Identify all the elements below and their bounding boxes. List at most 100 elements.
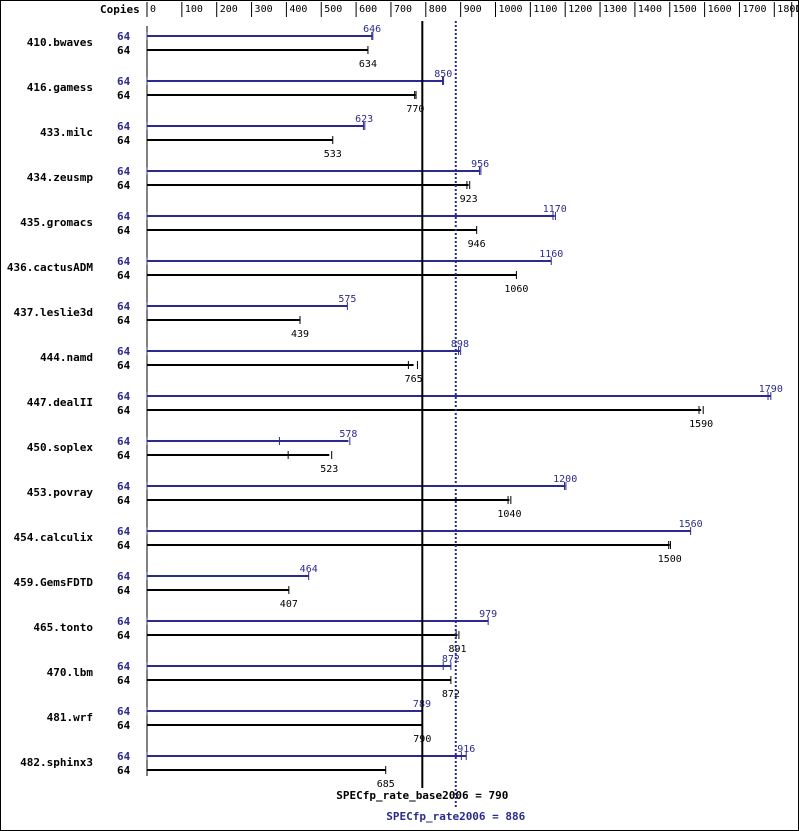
peak-copies-label: 64 bbox=[117, 750, 131, 763]
benchmark-label: 435.gromacs bbox=[20, 216, 93, 229]
peak-value-label: 578 bbox=[339, 429, 357, 440]
x-tick-label: 200 bbox=[220, 4, 238, 15]
reference-lines: SPECfp_rate_base2006 = 790 SPECfp_rate200… bbox=[336, 21, 526, 823]
peak-copies-label: 64 bbox=[117, 210, 131, 223]
peak-value-label: 575 bbox=[338, 294, 356, 305]
x-tick-label: 1850 bbox=[795, 4, 799, 15]
peak-copies-label: 64 bbox=[117, 570, 131, 583]
peak-summary-label: SPECfp_rate2006 = 886 bbox=[386, 810, 525, 823]
x-tick-label: 1700 bbox=[742, 4, 766, 15]
base-value-label: 1040 bbox=[497, 509, 521, 520]
benchmark-label: 470.lbm bbox=[47, 666, 94, 679]
base-copies-label: 64 bbox=[117, 539, 131, 552]
base-value-label: 407 bbox=[280, 599, 298, 610]
benchmark-label: 481.wrf bbox=[47, 711, 93, 724]
benchmark-label: 444.namd bbox=[40, 351, 93, 364]
x-tick-label: 800 bbox=[429, 4, 447, 15]
benchmark-label: 436.cactusADM bbox=[7, 261, 93, 274]
benchmark-label: 453.povray bbox=[27, 486, 94, 499]
base-copies-label: 64 bbox=[117, 224, 131, 237]
x-axis: 0 100 200 300 400 500 600 700 800 900 1000 1100 1200… bbox=[146, 2, 799, 17]
peak-copies-label: 64 bbox=[117, 480, 131, 493]
base-value-label: 533 bbox=[324, 149, 342, 160]
x-tick-label: 400 bbox=[289, 4, 307, 15]
peak-copies-label: 64 bbox=[117, 300, 131, 313]
peak-value-label: 1790 bbox=[759, 384, 783, 395]
benchmark-label: 434.zeusmp bbox=[27, 171, 94, 184]
base-copies-label: 64 bbox=[117, 584, 131, 597]
base-copies-label: 64 bbox=[117, 314, 131, 327]
x-tick-label: 1400 bbox=[638, 4, 662, 15]
peak-value-label: 646 bbox=[363, 24, 381, 35]
peak-copies-label: 64 bbox=[117, 345, 131, 358]
peak-copies-label: 64 bbox=[117, 120, 131, 133]
base-copies-label: 64 bbox=[117, 44, 131, 57]
peak-value-label: 1200 bbox=[553, 474, 577, 485]
base-copies-label: 64 bbox=[117, 674, 131, 687]
peak-copies-label: 64 bbox=[117, 30, 131, 43]
x-tick-label: 600 bbox=[359, 4, 377, 15]
base-copies-label: 64 bbox=[117, 134, 131, 147]
benchmark-label: 447.dealII bbox=[27, 396, 93, 409]
benchmark-label: 433.milc bbox=[40, 126, 93, 139]
benchmark-label: 465.tonto bbox=[33, 621, 93, 634]
peak-value-label: 1160 bbox=[539, 249, 563, 260]
peak-copies-label: 64 bbox=[117, 705, 131, 718]
peak-value-label: 956 bbox=[471, 159, 489, 170]
peak-copies-label: 64 bbox=[117, 75, 131, 88]
x-tick-label: 700 bbox=[394, 4, 412, 15]
base-copies-label: 64 bbox=[117, 764, 131, 777]
peak-copies-label: 64 bbox=[117, 390, 131, 403]
peak-copies-label: 64 bbox=[117, 435, 131, 448]
base-copies-label: 64 bbox=[117, 629, 131, 642]
base-value-label: 685 bbox=[377, 779, 395, 790]
base-value-label: 770 bbox=[406, 104, 424, 115]
peak-value-label: 850 bbox=[434, 69, 452, 80]
peak-value-label: 979 bbox=[479, 609, 497, 620]
peak-value-label: 1170 bbox=[543, 204, 567, 215]
base-copies-label: 64 bbox=[117, 359, 131, 372]
axis-title: Copies bbox=[100, 3, 140, 16]
x-tick-label: 1800 bbox=[777, 4, 799, 15]
base-copies-label: 64 bbox=[117, 449, 131, 462]
benchmark-label: 410.bwaves bbox=[27, 36, 93, 49]
x-tick-label: 100 bbox=[185, 4, 203, 15]
peak-value-label: 898 bbox=[451, 339, 469, 350]
peak-copies-label: 64 bbox=[117, 660, 131, 673]
base-value-label: 765 bbox=[405, 374, 423, 385]
peak-copies-label: 64 bbox=[117, 615, 131, 628]
base-value-label: 946 bbox=[468, 239, 486, 250]
base-value-label: 1500 bbox=[658, 554, 682, 565]
benchmark-label: 450.soplex bbox=[27, 441, 94, 454]
base-value-label: 523 bbox=[320, 464, 338, 475]
peak-value-label: 916 bbox=[457, 744, 475, 755]
base-value-label: 1060 bbox=[504, 284, 528, 295]
base-copies-label: 64 bbox=[117, 179, 131, 192]
x-tick-label: 900 bbox=[464, 4, 482, 15]
x-tick-label: 1500 bbox=[673, 4, 697, 15]
base-copies-label: 64 bbox=[117, 89, 131, 102]
base-value-label: 923 bbox=[460, 194, 478, 205]
benchmark-label: 416.gamess bbox=[27, 81, 93, 94]
x-tick-label: 0 bbox=[150, 4, 156, 15]
x-tick-label: 1000 bbox=[499, 4, 523, 15]
benchmark-label: 437.leslie3d bbox=[14, 306, 93, 319]
benchmark-label: 454.calculix bbox=[14, 531, 94, 544]
x-tick-label: 500 bbox=[324, 4, 342, 15]
base-copies-label: 64 bbox=[117, 719, 131, 732]
x-tick-label: 1600 bbox=[708, 4, 732, 15]
peak-value-label: 623 bbox=[355, 114, 373, 125]
peak-value-label: 1560 bbox=[679, 519, 703, 530]
base-value-label: 1590 bbox=[689, 419, 713, 430]
peak-copies-label: 64 bbox=[117, 165, 131, 178]
peak-value-label: 872 bbox=[442, 654, 460, 665]
peak-copies-label: 64 bbox=[117, 255, 131, 268]
x-tick-label: 300 bbox=[255, 4, 273, 15]
base-copies-label: 64 bbox=[117, 494, 131, 507]
base-value-label: 891 bbox=[448, 644, 466, 655]
base-copies-label: 64 bbox=[117, 269, 131, 282]
x-tick-label: 1300 bbox=[603, 4, 627, 15]
base-summary-label: SPECfp_rate_base2006 = 790 bbox=[336, 789, 508, 802]
